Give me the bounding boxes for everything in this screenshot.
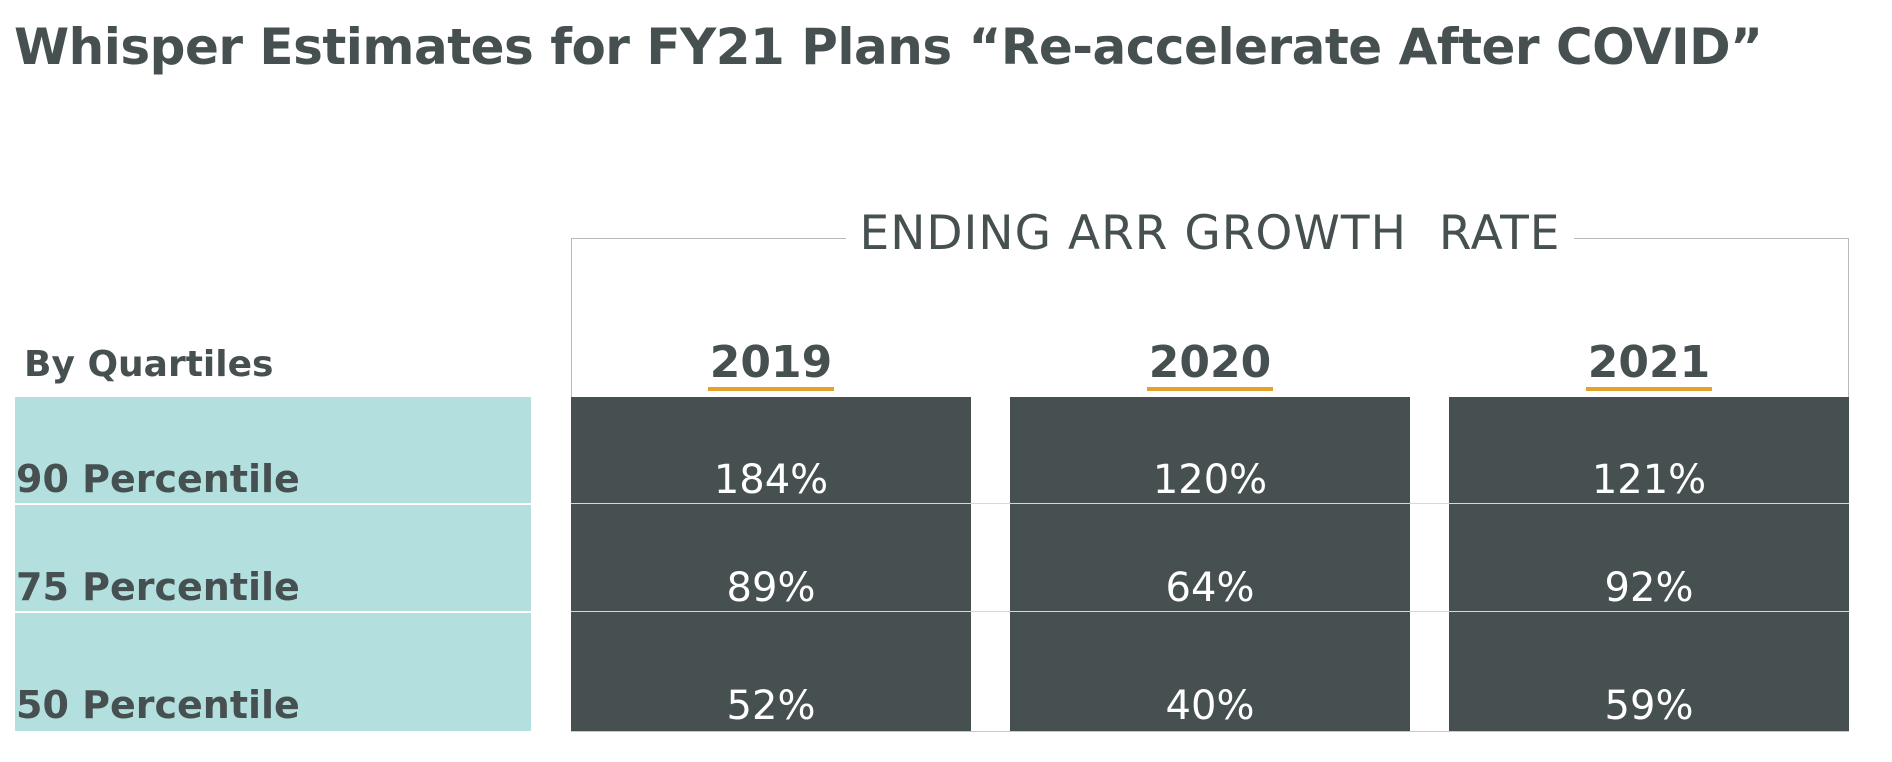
cell-2019-50: 52% [726,683,816,729]
page-title: Whisper Estimates for FY21 Plans “Re-acc… [14,18,1763,76]
data-column-2020 [1010,397,1410,731]
data-column-2019 [571,397,971,731]
cell-2019-90: 184% [713,457,829,503]
cell-2020-50: 40% [1165,683,1255,729]
row-divider [15,503,531,505]
row-header: By Quartiles [24,344,274,385]
cell-2021-75: 92% [1604,565,1694,611]
cell-2020-90: 120% [1152,457,1268,503]
row-label-75-percentile: 75 Percentile [16,565,300,609]
cell-divider [571,503,1849,504]
row-label-90-percentile: 90 Percentile [16,457,300,501]
table-bottom-border [571,731,1849,732]
cell-2020-75: 64% [1165,565,1255,611]
data-column-2021 [1449,397,1849,731]
row-divider [15,611,531,613]
row-label-50-percentile: 50 Percentile [16,683,300,727]
column-header-2019: 2019 [571,337,971,391]
cell-2021-50: 59% [1604,683,1694,729]
cell-2019-75: 89% [726,565,816,611]
cell-2021-90: 121% [1591,457,1707,503]
row-label-column [15,397,531,731]
column-header-2021: 2021 [1449,337,1849,391]
cell-divider [571,611,1849,612]
column-header-2020: 2020 [1010,337,1410,391]
